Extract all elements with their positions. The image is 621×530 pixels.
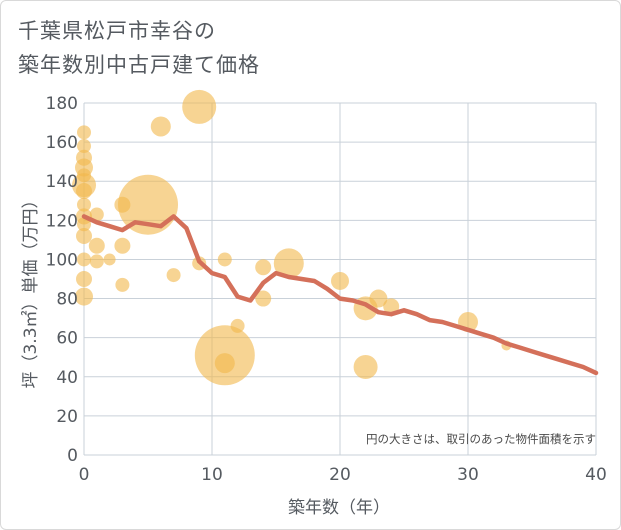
- bubble-point: [76, 271, 92, 287]
- bubble-point: [115, 277, 130, 292]
- y-axis-title: 坪（3.3㎡）単価（万円）: [21, 191, 41, 388]
- y-tick-label: 180: [46, 94, 78, 114]
- bubble-point: [230, 318, 245, 333]
- bubble-point: [89, 207, 104, 222]
- x-tick-label: 20: [329, 465, 351, 485]
- x-tick-label: 10: [201, 465, 223, 485]
- bubble-point: [353, 355, 378, 379]
- size-annotation: 円の大きさは、取引のあった物件面積を示す: [366, 432, 596, 446]
- chart-title: 千葉県松戸市幸谷の 築年数別中古戸建て価格: [18, 14, 260, 82]
- y-tick-label: 100: [46, 250, 78, 270]
- trend-line: [81, 214, 599, 376]
- bubble-point: [255, 290, 272, 307]
- chart-title-line-2: 築年数別中古戸建て価格: [18, 53, 260, 77]
- x-axis-title: 築年数（年）: [288, 498, 390, 518]
- bubble-point: [217, 252, 232, 267]
- bubble-point: [77, 197, 91, 212]
- x-tick-label: 40: [585, 465, 607, 485]
- bubble-point: [273, 248, 304, 279]
- y-tick-label: 140: [46, 172, 78, 192]
- bubble-point: [369, 289, 388, 308]
- bubble-layer: [72, 89, 512, 386]
- y-tick-label: 80: [56, 290, 78, 310]
- x-tick-label: 30: [457, 465, 479, 485]
- bubble-point: [77, 125, 91, 140]
- y-tick-label: 160: [46, 133, 78, 153]
- x-tick-label: 0: [79, 465, 90, 485]
- bubble-point: [76, 183, 92, 199]
- bubble-point: [214, 353, 235, 374]
- bubble-point: [166, 268, 181, 283]
- y-tick-label: 20: [56, 407, 78, 427]
- bubble-point: [383, 298, 400, 315]
- tick-labels: 0 20 40 60 80 100 120 140 160 180 0 10 20 30 40: [46, 94, 607, 485]
- chart-title-line-1: 千葉県松戸市幸谷の: [18, 19, 216, 43]
- bubble-point: [75, 287, 93, 306]
- y-tick-label: 0: [67, 446, 78, 466]
- bubble-point: [331, 271, 349, 290]
- bubble-point: [114, 237, 131, 254]
- bubble-point: [76, 227, 92, 244]
- y-tick-label: 40: [56, 368, 78, 388]
- bubble-point: [77, 252, 91, 267]
- bubble-point: [255, 259, 272, 276]
- bubble-point: [118, 174, 178, 235]
- y-tick-label: 60: [56, 329, 78, 349]
- bubble-point: [103, 253, 116, 266]
- bubble-point: [88, 237, 105, 254]
- trend-line-layer: [81, 214, 599, 376]
- bubble-point: [89, 254, 104, 269]
- bubble-point: [77, 217, 91, 232]
- y-tick-label: 120: [46, 211, 78, 231]
- bubble-point: [77, 139, 91, 154]
- bubble-point: [182, 89, 217, 124]
- bubble-point: [150, 116, 171, 137]
